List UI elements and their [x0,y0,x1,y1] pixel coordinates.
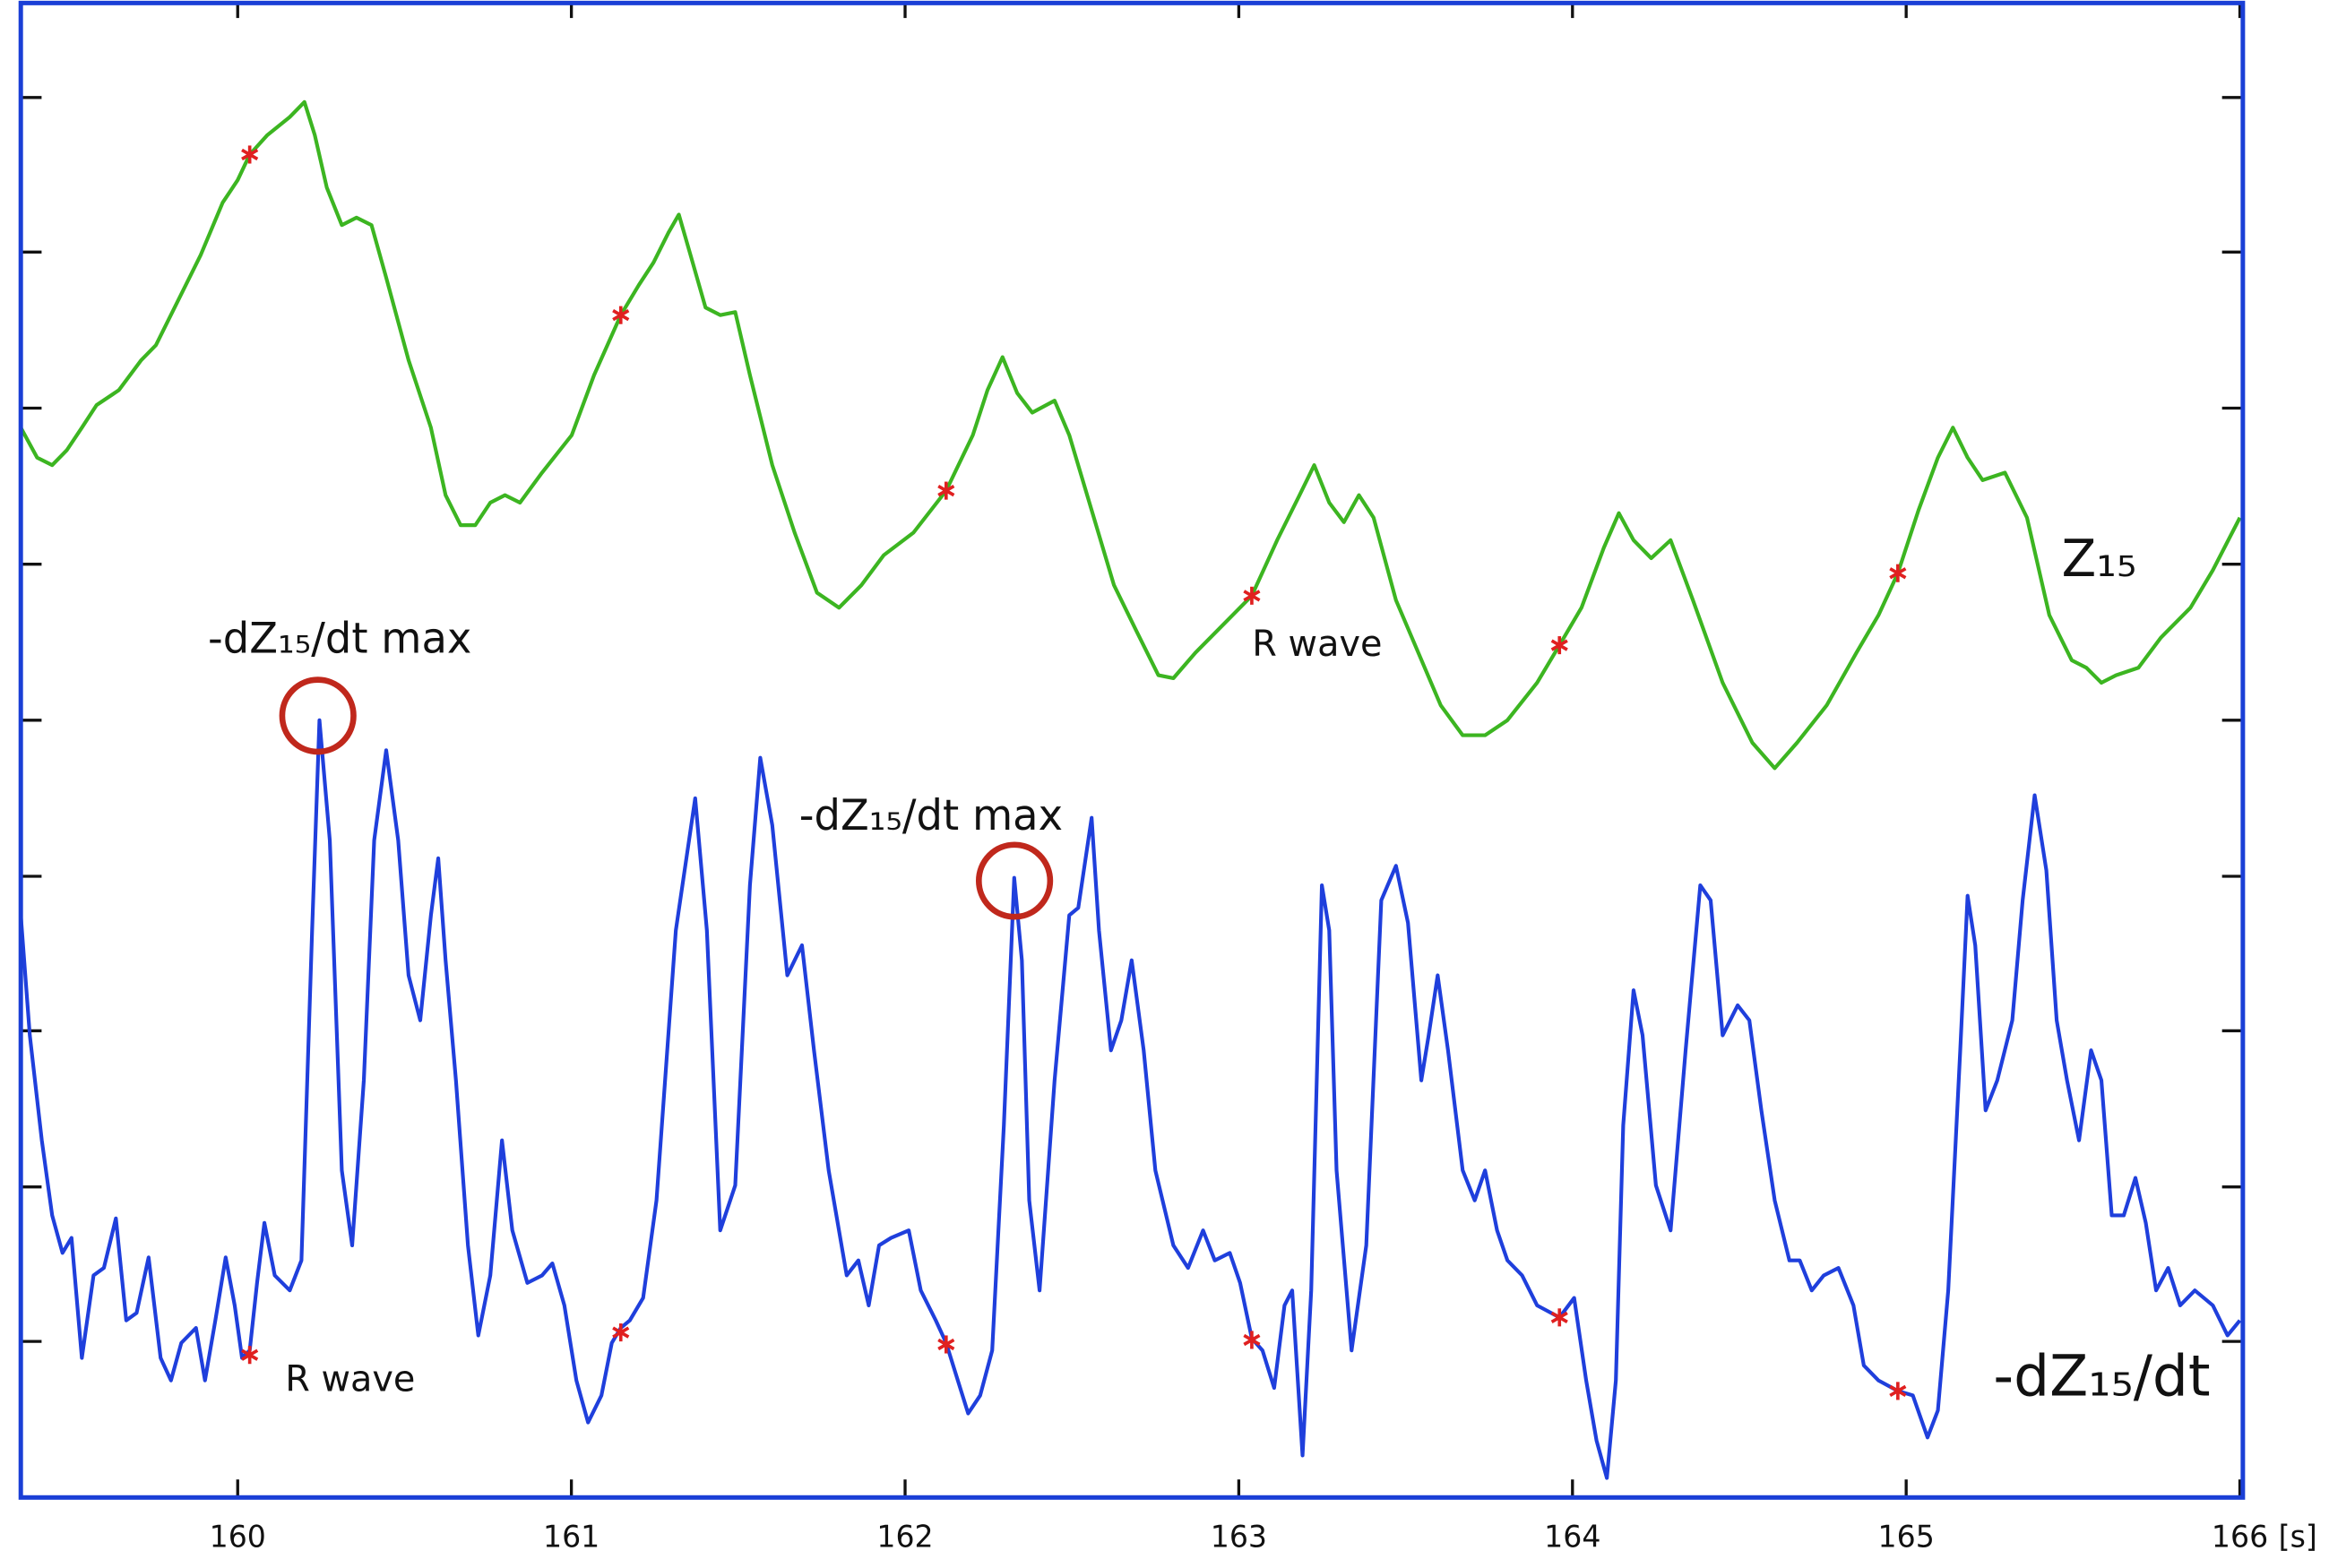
marker-stroke [937,1338,955,1351]
x-tick-label: 166 [2212,1519,2268,1554]
marker-stroke [1550,639,1568,651]
marker-stroke [1550,1311,1568,1323]
highlight-circle [279,676,357,755]
x-tick-label: 164 [1544,1519,1600,1554]
marker-stroke [241,1348,259,1361]
r-wave-marker [612,1323,630,1342]
r-wave-marker [1243,586,1261,605]
r-wave-marker [241,145,259,164]
marker-stroke [1889,1384,1907,1398]
x-tick-label: 160 [210,1519,266,1554]
series-label: Z₁₅ [2062,530,2137,589]
x-tick-label: 162 [876,1519,933,1554]
x-axis-label: [s] [2279,1519,2317,1554]
marker-stroke [1889,567,1907,580]
annotation: R wave [1252,624,1382,665]
x-tick-label: 161 [543,1519,600,1554]
r-wave-marker [937,481,955,500]
annotation: R wave [285,1358,415,1400]
r-wave-marker [1889,1382,1907,1400]
r-wave-marker [1550,636,1568,655]
r-wave-marker [1550,1308,1568,1327]
marker-stroke [1243,1333,1261,1347]
r-wave-marker [612,306,630,324]
series-line [19,99,2242,771]
annotation: -dZ₁₅/dt max [208,615,471,663]
marker-stroke [937,484,955,497]
annotations: -dZ₁₅/dt max -dZ₁₅/dt max R wave R wave [208,615,1382,1400]
annotation: -dZ₁₅/dt max [799,792,1063,840]
r-wave-marker [1243,1331,1261,1349]
marker-stroke [241,148,259,161]
r-wave-marker [241,1346,259,1365]
x-tick-label: 163 [1211,1519,1267,1554]
plot-frame [18,0,2246,1500]
r-wave-marker [937,1335,955,1354]
series-line [19,718,2242,1480]
x-tick-label: 165 [1878,1519,1935,1554]
marker-stroke [612,1326,630,1339]
r-wave-marker [1889,564,1907,582]
marker-stroke [1243,590,1261,602]
marker-stroke [612,309,630,322]
highlight-circle [975,841,1054,920]
series-label: -dZ₁₅/dt [1993,1342,2210,1409]
